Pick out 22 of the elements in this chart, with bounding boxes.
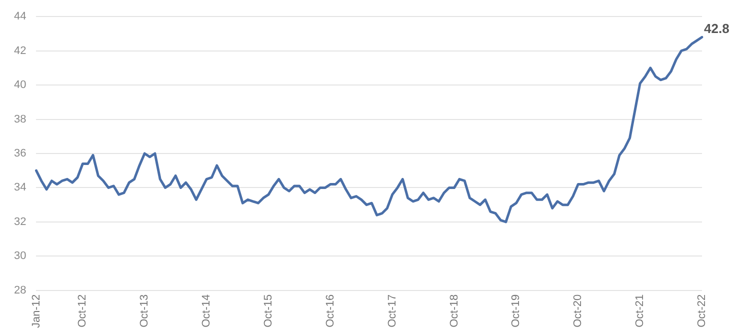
- y-tick-label: 34: [14, 182, 26, 194]
- y-tick-label: 30: [14, 250, 26, 262]
- x-tick-label: Oct-13: [138, 294, 151, 328]
- y-tick-label: 40: [14, 79, 26, 92]
- x-tick-label: Oct-14: [200, 294, 213, 328]
- x-tick-label: Oct-17: [386, 294, 398, 328]
- data-label: 42.8: [704, 21, 730, 36]
- y-tick-label: 36: [14, 148, 26, 160]
- x-tick-label: Jan-12: [30, 294, 42, 328]
- y-tick-label: 38: [14, 113, 26, 126]
- y-tick-label: 28: [14, 284, 26, 296]
- y-tick-label: 42: [14, 44, 26, 57]
- x-tick-label: Oct-19: [510, 294, 522, 328]
- x-tick-label: Oct-20: [572, 294, 584, 328]
- x-tick-label: Oct-22: [696, 294, 708, 328]
- x-tick-label: Oct-18: [448, 294, 460, 328]
- x-tick-label: Oct-15: [262, 294, 275, 328]
- x-tick-label: Oct-16: [324, 294, 336, 328]
- y-tick-label: 44: [14, 10, 26, 23]
- x-tick-label: Oct-12: [76, 294, 89, 328]
- y-tick-label: 32: [14, 216, 26, 228]
- x-tick-label: Oct-21: [634, 294, 646, 328]
